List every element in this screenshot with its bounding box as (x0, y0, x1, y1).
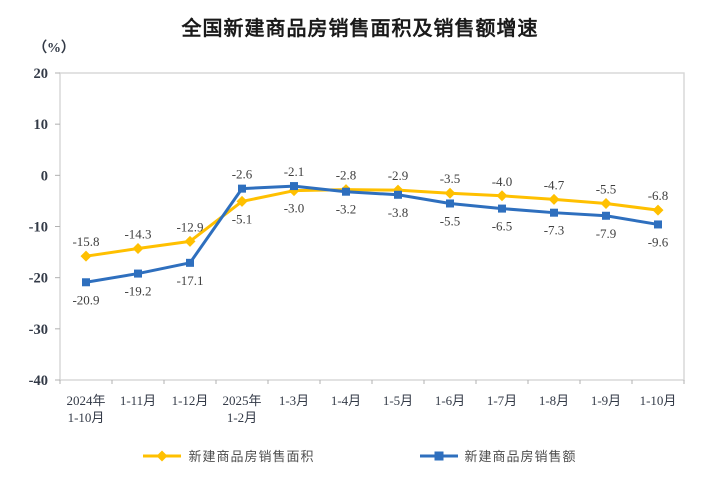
plot-area-border (59, 72, 685, 381)
diamond-marker-icon (652, 204, 664, 216)
y-tick-label: 20 (34, 66, 49, 82)
square-marker-icon (134, 269, 142, 278)
y-tick-label: -30 (29, 322, 48, 338)
legend-label-sales-area: 新建商品房销售面积 (188, 449, 315, 464)
data-label: -3.8 (388, 205, 409, 220)
data-labels: -15.8 -14.3 -12.9 -5.1 -3.0 -2.8 -2.9 -3.5 -4.0 -… (72, 164, 668, 307)
data-label: -2.1 (284, 164, 305, 179)
legend-label-sales-amount: 新建商品房销售额 (464, 449, 577, 464)
diamond-marker-icon (80, 250, 92, 262)
data-label: -7.9 (596, 226, 617, 241)
y-tick-label: -10 (29, 220, 48, 236)
diamond-marker-icon (444, 187, 456, 199)
diamond-marker-icon (496, 190, 508, 202)
square-marker-icon (602, 211, 610, 220)
data-label: -3.5 (440, 171, 461, 186)
series-sales-amount (82, 182, 662, 287)
x-tick-label: 1-8月 (539, 393, 569, 408)
sales-area-line-marker-icon (143, 450, 182, 461)
legend-item-sales-amount: 新建商品房销售额 (419, 446, 577, 465)
y-tick-label: -20 (29, 271, 48, 287)
x-tick-label: 1-7月 (487, 393, 517, 408)
legend-item-sales-area: 新建商品房销售面积 (143, 446, 314, 465)
data-label: -19.2 (124, 284, 151, 299)
x-axis: 2024年 1-10月 1-11月 1-12月 2025年 1-2月 1-3月 1-4月 1-5… (59, 380, 685, 425)
square-marker-icon (82, 278, 90, 287)
x-tick-label: 2024年 1-10月 (66, 393, 105, 425)
data-label: -6.5 (492, 219, 513, 234)
series-line (85, 188, 659, 258)
series-line (85, 184, 659, 284)
data-label: -4.7 (544, 177, 565, 192)
data-label: -2.6 (232, 167, 253, 182)
x-tick-label: 1-12月 (172, 393, 209, 408)
y-axis-unit-label: （%） (33, 41, 75, 56)
data-label: -9.6 (648, 234, 669, 249)
x-tick-label: 1-9月 (591, 393, 621, 408)
data-label: -20.9 (72, 292, 99, 307)
data-label: -12.9 (176, 219, 203, 234)
data-label: -15.8 (72, 234, 99, 249)
square-marker-icon (446, 199, 454, 208)
x-tick-label: 1-4月 (331, 393, 361, 408)
y-axis: 20 10 0 -10 -20 -30 -40 (29, 66, 60, 389)
data-label: -3.2 (336, 202, 357, 217)
square-marker-icon (238, 184, 246, 193)
diamond-marker-icon (548, 193, 560, 205)
data-label: -6.8 (648, 188, 669, 203)
square-marker-icon (394, 190, 402, 199)
data-label: -5.5 (596, 181, 617, 196)
data-label: -5.1 (232, 211, 253, 226)
square-marker-icon (550, 208, 558, 217)
data-label: -2.8 (336, 168, 357, 183)
diamond-marker-icon (236, 195, 248, 207)
y-tick-label: 0 (41, 168, 48, 184)
y-tick-label: -40 (29, 373, 48, 389)
x-tick-label: 1-3月 (279, 393, 309, 408)
series-sales-area (80, 184, 664, 262)
data-label: -2.9 (388, 168, 409, 183)
data-label: -14.3 (124, 227, 151, 242)
data-label: -4.0 (492, 174, 513, 189)
diamond-marker-icon (184, 235, 196, 247)
data-label: -17.1 (176, 273, 203, 288)
chart-title: 全国新建商品房销售面积及销售额增速 (181, 18, 539, 40)
x-tick-label: 1-10月 (640, 393, 677, 408)
diamond-marker-icon (132, 243, 144, 255)
data-label: -7.3 (544, 223, 565, 238)
sales-amount-line-marker-icon (419, 451, 458, 460)
x-tick-label: 1-5月 (383, 393, 413, 408)
diamond-marker-icon (600, 197, 612, 209)
chart-legend: 新建商品房销售面积 新建商品房销售额 (0, 446, 720, 465)
x-tick-label: 1-11月 (120, 393, 156, 408)
square-marker-icon (654, 220, 662, 229)
square-marker-icon (186, 258, 194, 267)
y-tick-label: 10 (34, 117, 49, 133)
x-tick-label: 1-6月 (435, 393, 465, 408)
square-marker-icon (290, 182, 298, 191)
square-marker-icon (498, 204, 506, 213)
data-label: -5.5 (440, 213, 461, 228)
data-label: -3.0 (284, 201, 305, 216)
square-marker-icon (342, 187, 350, 196)
x-tick-label: 2025年 1-2月 (222, 393, 261, 425)
